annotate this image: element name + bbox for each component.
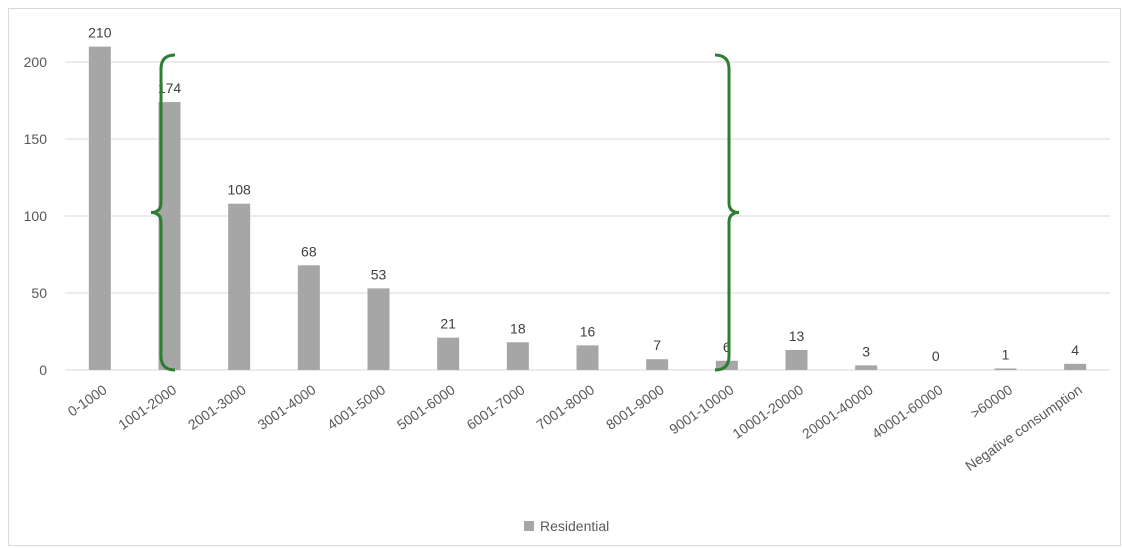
curly-brace: [714, 53, 740, 372]
data-label: 21: [440, 316, 456, 332]
data-label: 3: [862, 343, 870, 359]
bar: [785, 349, 808, 370]
x-tick-label: 0-1000: [65, 381, 110, 419]
legend: Residential: [524, 518, 609, 534]
x-tick-label: 10001-20000: [729, 381, 806, 442]
x-tick-label: 5001-6000: [394, 381, 458, 433]
data-label: 18: [510, 320, 526, 336]
curly-brace: [150, 53, 176, 372]
data-label: 16: [580, 323, 596, 339]
bar: [437, 337, 460, 370]
bar: [994, 368, 1017, 370]
bar: [646, 359, 669, 370]
x-tick-label: 1001-2000: [115, 381, 179, 433]
bar: [576, 345, 599, 370]
data-label: 7: [653, 337, 661, 353]
y-tick-label: 100: [24, 208, 48, 224]
legend-label: Residential: [540, 518, 610, 534]
data-label: 13: [789, 328, 805, 344]
data-label: 1: [1002, 346, 1010, 362]
y-tick-label: 0: [39, 362, 47, 378]
x-axis: 0-1000 1001-2000 2001-3000 3001-4000 4001-50…: [65, 381, 1085, 474]
data-label: 6: [723, 339, 731, 355]
chart-frame: [8, 8, 1121, 546]
data-label: 4: [1071, 342, 1079, 358]
x-tick-label: 2001-3000: [185, 381, 249, 433]
data-label: 0: [932, 348, 940, 364]
bar: [1064, 363, 1087, 370]
data-label: 68: [301, 243, 317, 259]
bar: [88, 46, 111, 370]
data-label: 210: [88, 25, 112, 41]
x-tick-label: 3001-4000: [255, 381, 319, 433]
x-tick-label: Negative consumption: [962, 381, 1085, 474]
y-axis: 0 50 100 150 200: [24, 54, 48, 378]
data-labels: 210 174 108 68 53 21 18 16 7 6 13 3 0 1 4: [88, 25, 1079, 364]
y-tick-label: 150: [24, 131, 48, 147]
x-tick-label: 20001-40000: [799, 381, 876, 442]
bar: [855, 365, 878, 370]
y-tick-label: 200: [24, 54, 48, 70]
annotations: [150, 53, 740, 372]
bar: [158, 102, 181, 370]
data-label: 174: [158, 80, 182, 96]
bar: [367, 288, 390, 370]
bars: [88, 46, 1087, 370]
bar: [297, 265, 320, 370]
x-tick-label: 9001-10000: [666, 381, 737, 437]
x-tick-label: 40001-60000: [869, 381, 946, 442]
x-tick-label: 7001-8000: [533, 381, 597, 433]
x-tick-label: 8001-9000: [603, 381, 667, 433]
x-tick-label: 4001-5000: [324, 381, 388, 433]
y-tick-label: 50: [31, 285, 47, 301]
x-tick-label: 6001-7000: [464, 381, 528, 433]
x-tick-label: >60000: [967, 381, 1015, 421]
data-label: 53: [371, 266, 387, 282]
legend-swatch: [524, 521, 534, 531]
data-label: 108: [227, 182, 251, 198]
bar: [506, 342, 529, 370]
bar: [228, 203, 251, 370]
